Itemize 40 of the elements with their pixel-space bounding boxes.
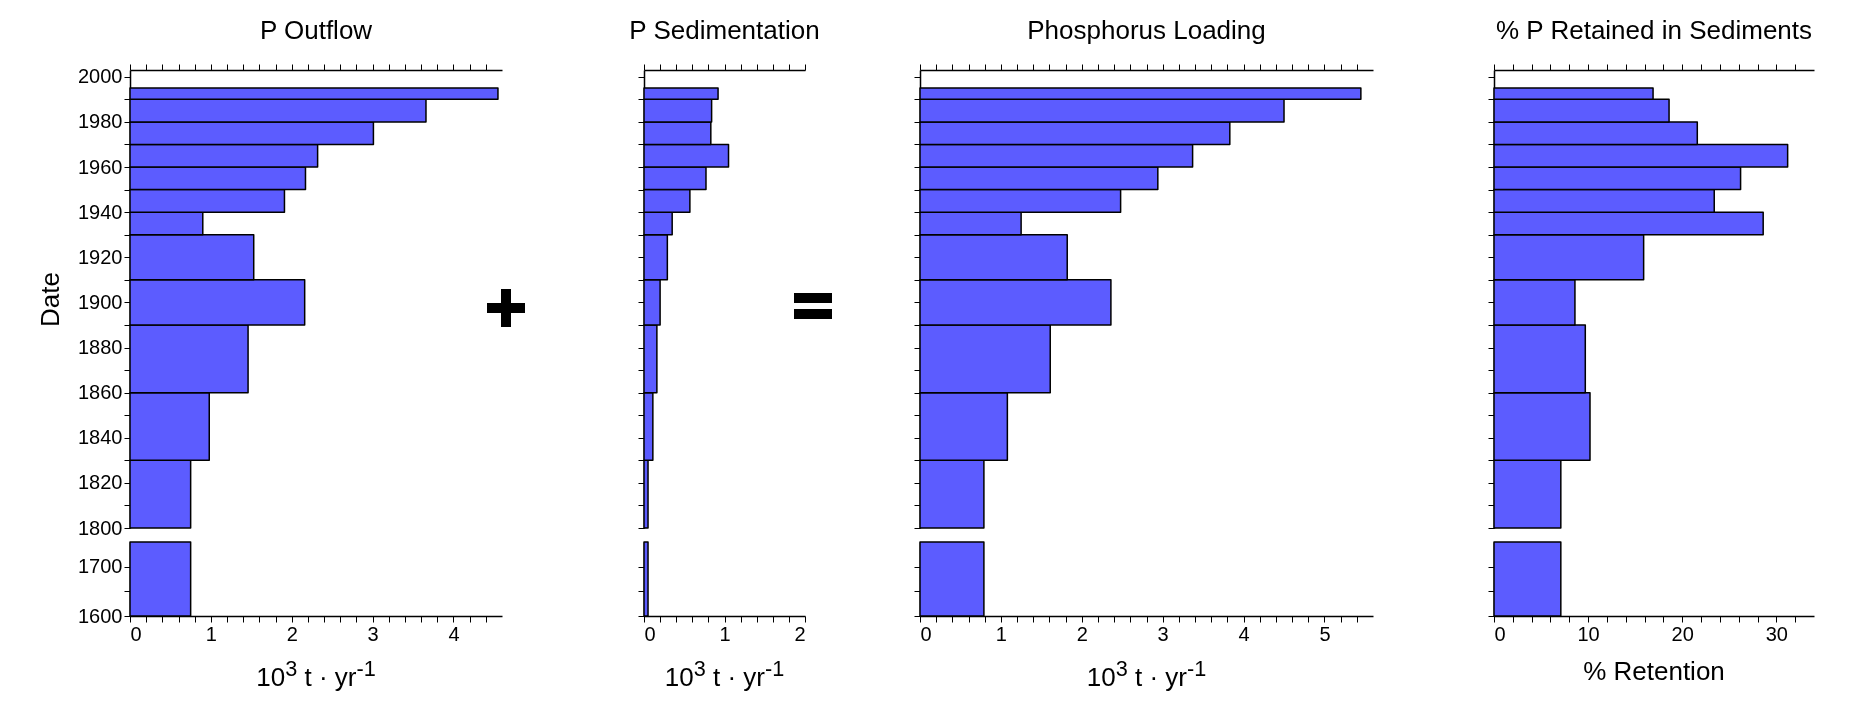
x-axis-title: % Retention [1582, 656, 1726, 687]
x-tick-label: 1 [205, 622, 217, 645]
x-tick-label: 30 [1765, 622, 1788, 645]
x-tick-label: 2 [1076, 622, 1088, 645]
y-axis-title: Date [35, 272, 66, 327]
y-tick-label: 1860 [78, 381, 123, 404]
x-axis-title: 10$^{3}$ t · yr$^{-1}$ [1085, 656, 1208, 693]
x-tick-label: 3 [367, 622, 379, 645]
chart-title: P Sedimentation [629, 14, 820, 45]
chart-title: % P Retained in Sediments [1495, 14, 1813, 45]
x-axis-title: 10$^{3}$ t · yr$^{-1}$ [663, 656, 786, 693]
x-tick-label: 20 [1671, 622, 1694, 645]
x-axis-title: 10$^{3}$ t · yr$^{-1}$ [255, 656, 377, 693]
x-tick-label: 4 [448, 622, 460, 645]
chart-title: Phosphorus Loading [1027, 14, 1266, 45]
x-tick-label: 4 [1238, 622, 1250, 645]
y-tick-label: 1920 [78, 245, 123, 268]
x-tick-label: 2 [794, 622, 806, 645]
y-tick-label: 1800 [78, 516, 123, 539]
chart-title: P Outflow [259, 14, 373, 45]
x-tick-label: 3 [1157, 622, 1169, 645]
y-tick-label: 2000 [78, 65, 123, 88]
x-tick-label: 10 [1577, 622, 1600, 645]
x-tick-label: 0 [920, 622, 932, 645]
x-tick-label: 5 [1319, 622, 1331, 645]
y-tick-label: 1980 [78, 110, 123, 133]
y-tick-label: 1700 [78, 555, 123, 578]
x-tick-label: 0 [130, 622, 142, 645]
x-tick-label: 1 [995, 622, 1007, 645]
x-tick-label: 0 [644, 622, 656, 645]
y-tick-label: 1940 [78, 200, 123, 223]
y-tick-label: 1960 [78, 155, 123, 178]
y-tick-label: 1820 [78, 471, 123, 494]
y-tick-label: 1840 [78, 426, 123, 449]
y-tick-label: 1880 [78, 336, 123, 359]
y-tick-label: 1600 [78, 604, 123, 627]
x-tick-label: 2 [286, 622, 298, 645]
x-tick-label: 1 [719, 622, 731, 645]
y-tick-label: 1900 [78, 290, 123, 313]
x-tick-label: 0 [1494, 622, 1506, 645]
